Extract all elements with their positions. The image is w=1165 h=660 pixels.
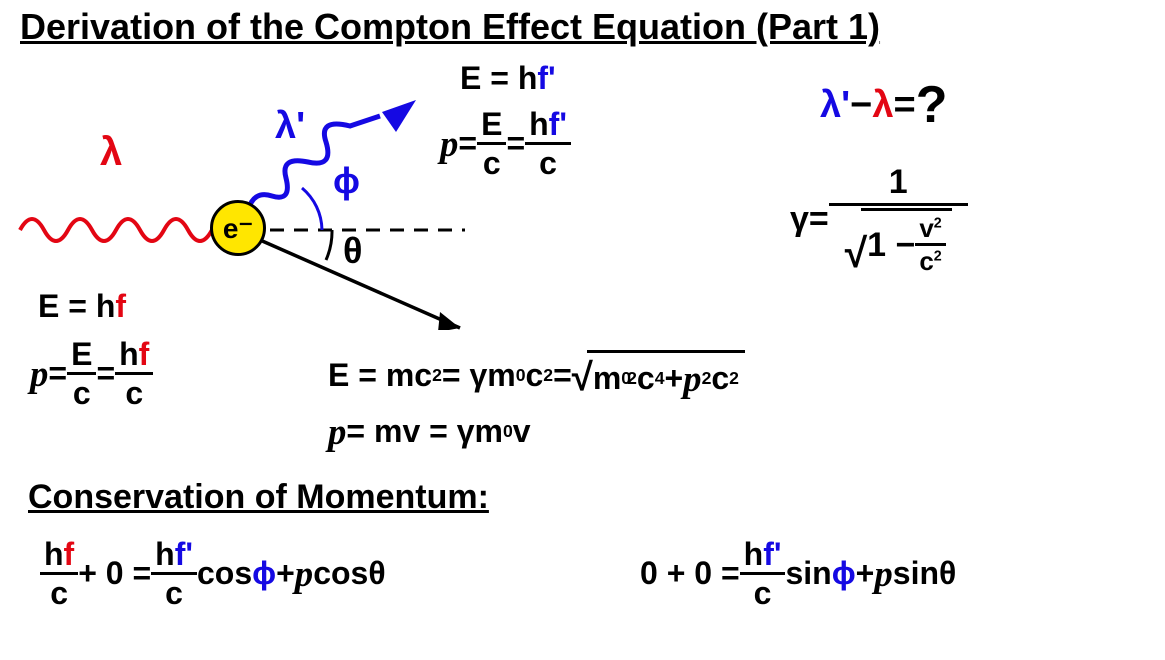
c: c (919, 246, 933, 276)
scattered-momentum-eq: p = E c = hf' c (440, 108, 571, 179)
cos1: cos (197, 555, 252, 592)
incident-momentum-eq: p = E c = hf c (30, 338, 153, 409)
incident-energy-eq: E = h f (38, 288, 126, 325)
f2: f' (175, 536, 193, 572)
electron-label: e⁻ (223, 212, 253, 245)
sin1: sin (785, 555, 831, 592)
plus: + (664, 360, 683, 397)
relativistic-momentum-eq: p = mv = γm0 v (328, 410, 531, 453)
page-title: Derivation of the Compton Effect Equatio… (20, 6, 880, 48)
text: E = h (460, 60, 537, 97)
num: 1 (829, 165, 968, 206)
f: f (115, 288, 126, 325)
theta-angle-label: θ (343, 230, 362, 272)
conservation-x-eq: hf c + 0 = hf' c cos ϕ + p cos θ (40, 538, 386, 609)
c: c (750, 575, 776, 609)
f-prime: f' (537, 60, 555, 97)
z1: 0 (516, 365, 526, 386)
z: 0 (503, 421, 513, 442)
den: c (479, 145, 505, 179)
pz: + 0 = (78, 555, 151, 592)
eq: = (809, 200, 829, 239)
conservation-heading: Conservation of Momentum: (28, 478, 489, 517)
h2: h (155, 536, 175, 572)
h: h (744, 536, 764, 572)
den: c (121, 375, 147, 409)
zeq: 0 + 0 = (640, 555, 740, 592)
l: λ (872, 84, 893, 127)
v: v (919, 213, 933, 243)
t2: = γm (442, 357, 516, 394)
plus: + (856, 555, 875, 592)
den2: c (535, 145, 561, 179)
phi: ϕ (252, 555, 276, 592)
eq2: = (96, 355, 115, 392)
plus: + (276, 555, 295, 592)
fprime: f' (549, 106, 567, 142)
c4: c (637, 360, 655, 397)
num: E (477, 108, 506, 145)
c2b: c (711, 360, 729, 397)
qmark: ? (916, 75, 948, 135)
p: p (295, 552, 313, 595)
eq: = (48, 355, 67, 392)
minus: − (850, 84, 872, 127)
one-minus: 1 − (867, 228, 915, 262)
den: c (69, 375, 95, 409)
fprime: f' (763, 536, 781, 572)
h: h (119, 336, 139, 372)
c2a: c (525, 357, 543, 394)
t1: E = mc (328, 357, 432, 394)
eq2: = (553, 357, 572, 394)
gamma: γ (790, 200, 809, 239)
p: p (683, 357, 701, 400)
num: E (67, 338, 96, 375)
phi-angle-label: ϕ (333, 160, 360, 202)
f1: f (64, 536, 75, 572)
scattered-energy-eq: E = h f' (460, 60, 556, 97)
text: E = h (38, 288, 115, 325)
p: p (874, 552, 892, 595)
v: v (513, 413, 531, 450)
rhs: = mv = γm (346, 413, 503, 450)
c1: c (46, 575, 72, 609)
electron-symbol: e⁻ (210, 200, 266, 256)
eq: = (458, 125, 477, 162)
h1: h (44, 536, 64, 572)
lambda-scattered-label: λ' (275, 105, 305, 148)
m: m (593, 360, 621, 397)
phi: ϕ (832, 555, 856, 592)
eq2: = (506, 125, 525, 162)
theta: θ (939, 555, 956, 592)
conservation-y-eq: 0 + 0 = hf' c sin ϕ + p sin θ (640, 538, 956, 609)
relativistic-energy-eq: E = mc2 = γm0 c2 = √ m02 c4 + p2 c2 (328, 350, 745, 400)
theta: θ (368, 555, 385, 592)
cos2: cos (313, 555, 368, 592)
f: f (139, 336, 150, 372)
p-symbol: p (440, 122, 458, 165)
sin2: sin (893, 555, 939, 592)
c2: c (161, 575, 187, 609)
lprime: λ' (820, 84, 850, 127)
h: h (529, 106, 549, 142)
p: p (30, 352, 48, 395)
lambda-incident-label: λ (100, 130, 122, 175)
question-expression: λ' − λ = ? (820, 75, 947, 135)
p: p (328, 410, 346, 453)
eq: = (894, 84, 916, 127)
gamma-definition: γ = 1 √ 1 − v2 c2 (790, 165, 968, 274)
